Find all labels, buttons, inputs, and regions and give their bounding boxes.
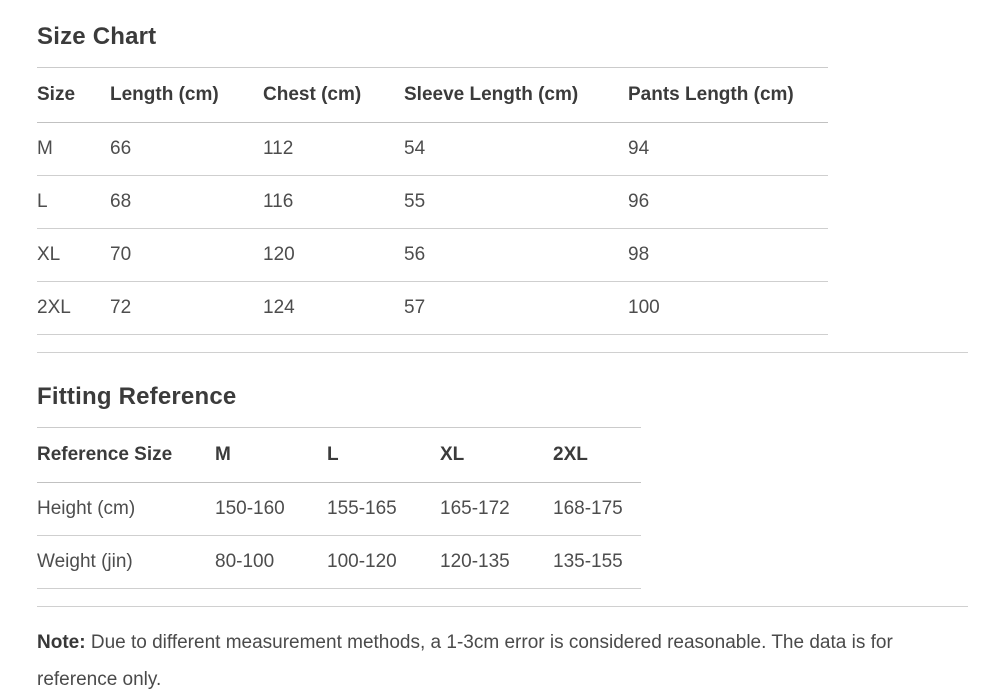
column-header: L xyxy=(327,427,440,483)
column-header: 2XL xyxy=(553,427,641,483)
table-cell: 98 xyxy=(628,228,828,282)
table-cell: 112 xyxy=(263,122,404,176)
table-cell: L xyxy=(37,175,110,229)
table-cell: 56 xyxy=(404,228,628,282)
table-cell: 150-160 xyxy=(215,482,327,536)
fitting-reference-title: Fitting Reference xyxy=(37,383,237,410)
table-cell: 94 xyxy=(628,122,828,176)
column-header: Length (cm) xyxy=(110,67,263,123)
table-row: M 66 112 54 94 xyxy=(37,122,828,176)
column-header: Reference Size xyxy=(37,427,215,483)
header-row: Reference Size M L XL 2XL xyxy=(37,427,641,483)
column-header: Chest (cm) xyxy=(263,67,404,123)
table-cell: 72 xyxy=(110,281,263,335)
table-cell: 55 xyxy=(404,175,628,229)
section-divider xyxy=(37,606,968,607)
table-row: L 68 116 55 96 xyxy=(37,175,828,229)
column-header: M xyxy=(215,427,327,483)
note-text: Note: Due to different measurement metho… xyxy=(37,624,968,698)
table-cell: 165-172 xyxy=(440,482,553,536)
table-row: XL 70 120 56 98 xyxy=(37,228,828,282)
header-row: Size Length (cm) Chest (cm) Sleeve Length (… xyxy=(37,67,828,123)
fitting-reference-table: Reference Size M L XL 2XL Height (cm) 150-160 1… xyxy=(37,427,641,589)
table-cell: 2XL xyxy=(37,281,110,335)
table-cell: 100 xyxy=(628,281,828,335)
table-cell: 120 xyxy=(263,228,404,282)
table-cell: 54 xyxy=(404,122,628,176)
table-cell: 96 xyxy=(628,175,828,229)
column-header: Pants Length (cm) xyxy=(628,67,828,123)
column-header: Size xyxy=(37,67,110,123)
table-cell: 66 xyxy=(110,122,263,176)
table-cell: M xyxy=(37,122,110,176)
table-cell: Weight (jin) xyxy=(37,535,215,589)
table-cell: 100-120 xyxy=(327,535,440,589)
table-row: Weight (jin) 80-100 100-120 120-135 135-155 xyxy=(37,535,641,589)
table-cell: 155-165 xyxy=(327,482,440,536)
size-chart-title: Size Chart xyxy=(37,23,157,50)
size-chart-table: Size Length (cm) Chest (cm) Sleeve Length (… xyxy=(37,67,828,335)
table-cell: 120-135 xyxy=(440,535,553,589)
table-cell: 124 xyxy=(263,281,404,335)
table-cell: 57 xyxy=(404,281,628,335)
table-cell: Height (cm) xyxy=(37,482,215,536)
table-row: Height (cm) 150-160 155-165 165-172 168-175 xyxy=(37,482,641,536)
table-row: 2XL 72 124 57 100 xyxy=(37,281,828,335)
note-body: Due to different measurement methods, a … xyxy=(37,632,893,690)
table-cell: 116 xyxy=(263,175,404,229)
table-cell: 70 xyxy=(110,228,263,282)
table-cell: 168-175 xyxy=(553,482,641,536)
table-cell: 135-155 xyxy=(553,535,641,589)
section-divider xyxy=(37,352,968,353)
column-header: XL xyxy=(440,427,553,483)
table-cell: 68 xyxy=(110,175,263,229)
column-header: Sleeve Length (cm) xyxy=(404,67,628,123)
table-cell: 80-100 xyxy=(215,535,327,589)
note-label: Note: xyxy=(37,632,86,653)
table-cell: XL xyxy=(37,228,110,282)
